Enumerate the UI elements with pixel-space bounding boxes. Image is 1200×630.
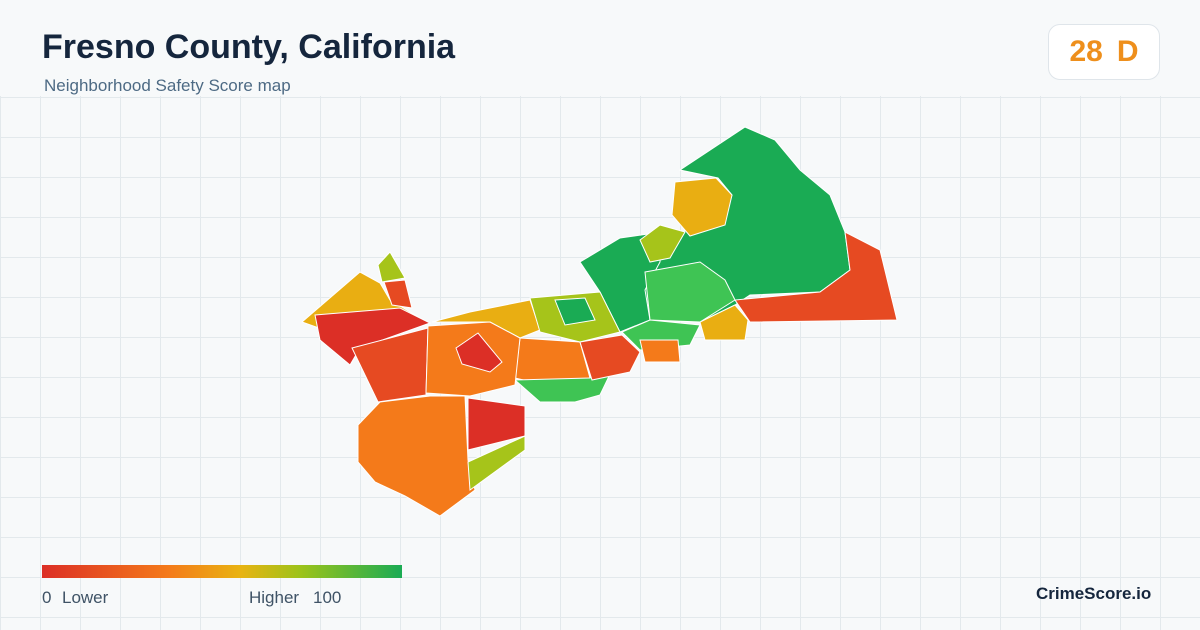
region — [579, 334, 641, 381]
region — [513, 369, 613, 403]
region — [639, 339, 681, 363]
region — [671, 177, 733, 237]
brand: CrimeScore.io — [1036, 584, 1152, 603]
region — [467, 435, 526, 491]
subtitle: Neighborhood Safety Score map — [44, 76, 291, 95]
region — [734, 231, 898, 323]
header — [0, 0, 1200, 96]
title: Fresno County, California — [42, 28, 456, 66]
region — [351, 327, 429, 403]
legend-min: 0 — [42, 588, 52, 607]
region — [357, 395, 476, 517]
score-value: 28 — [1069, 35, 1103, 68]
legend-min-label: Lower — [62, 588, 109, 607]
region — [383, 279, 413, 309]
legend-gradient — [42, 565, 402, 578]
region — [377, 251, 406, 283]
region — [554, 297, 596, 326]
region — [455, 332, 503, 373]
legend-max: 100 — [313, 588, 342, 607]
legend-max-label: Higher — [249, 588, 300, 607]
region — [699, 304, 749, 341]
region — [639, 224, 686, 263]
score-badge: 28 D — [1048, 24, 1160, 80]
score-grade: D — [1116, 35, 1139, 68]
